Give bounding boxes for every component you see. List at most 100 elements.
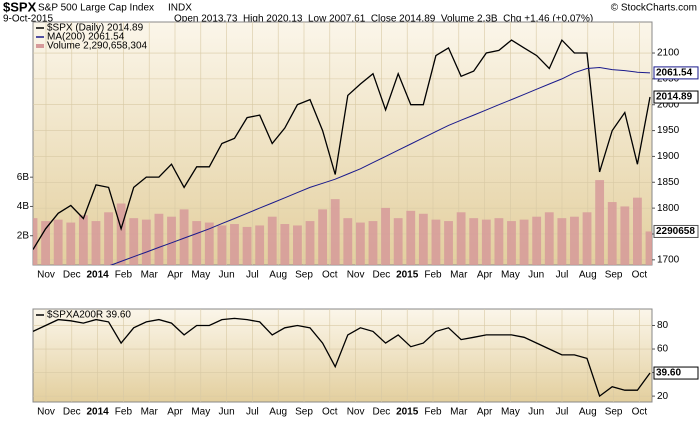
x-tick-label: Jun <box>219 270 235 281</box>
panel <box>32 308 653 403</box>
x-tick-label: Mar <box>450 270 468 281</box>
volume-bar <box>280 224 290 265</box>
x-tick-label: Jun <box>219 407 235 418</box>
y-tick-label: 80 <box>657 320 669 331</box>
volume-bar <box>154 213 164 265</box>
volume-bar <box>192 221 202 265</box>
y2-tick-label: 6B <box>17 172 30 183</box>
x-tick-label: Jul <box>556 270 569 281</box>
volume-bar <box>116 203 126 265</box>
exchange: INDX <box>168 3 192 14</box>
x-tick-label: May <box>191 407 210 418</box>
x-tick-label: May <box>191 270 210 281</box>
x-tick-label: Oct <box>322 407 338 418</box>
legend-label: MA(200) 2061.54 <box>47 32 125 43</box>
x-tick-label: Sep <box>605 270 623 281</box>
x-tick-label: 2014 <box>86 407 109 418</box>
x-tick-label: Nov <box>37 407 55 418</box>
x-tick-label: Apr <box>167 270 183 281</box>
x-tick-label: Jul <box>246 270 259 281</box>
volume-bar <box>91 221 101 265</box>
volume-bar <box>230 224 239 265</box>
volume-bar <box>645 231 652 265</box>
volume-bar <box>507 221 516 265</box>
quote: Open 2013.73 High 2020.13 Low 2007.61 Cl… <box>174 14 593 25</box>
x-tick-label: Aug <box>579 407 597 418</box>
volume-bar <box>33 218 38 265</box>
volume-bar <box>129 218 139 265</box>
volume-bar <box>343 218 353 265</box>
y2-tick-label: 2B <box>17 230 30 241</box>
price-tag: 39.60 <box>653 366 699 380</box>
volume-bar <box>167 216 176 265</box>
tag-label: 2290658 <box>656 226 695 237</box>
x-tick-label: Feb <box>115 270 133 281</box>
volume-bar <box>431 219 441 265</box>
y-tick-label: 1700 <box>657 254 680 265</box>
x-tick-label: Nov <box>347 407 365 418</box>
x-tick-label: Jun <box>528 407 544 418</box>
volume-bar <box>78 215 88 265</box>
plot <box>33 317 651 398</box>
volume-bar <box>418 213 428 265</box>
y-tick-label: 2100 <box>657 48 680 59</box>
y-tick-label: 1950 <box>657 125 680 136</box>
x-tick-label: Oct <box>632 270 648 281</box>
credit: © StockCharts.com <box>611 3 697 14</box>
volume-bar <box>66 222 76 265</box>
volume-bar <box>406 210 416 265</box>
volume-bar <box>595 180 605 265</box>
tag-label: 2061.54 <box>656 68 693 79</box>
series-line <box>33 317 651 398</box>
volume-bar <box>444 221 453 265</box>
x-tick-label: May <box>501 407 520 418</box>
x-tick-label: Dec <box>63 407 81 418</box>
x-tick-label: Sep <box>295 407 313 418</box>
x-tick-label: Apr <box>167 407 183 418</box>
x-tick-label: Feb <box>115 407 133 418</box>
legend-label: $SPX (Daily) 2014.89 <box>47 23 144 34</box>
volume-bar <box>355 222 365 265</box>
volume-bar <box>104 212 113 265</box>
x-tick-label: Mar <box>450 407 468 418</box>
price-tag: 2061.54 <box>653 66 699 80</box>
tag-label: 39.60 <box>656 368 681 379</box>
series-line <box>109 66 651 265</box>
x-tick-label: Aug <box>269 270 287 281</box>
volume-bar <box>293 225 302 265</box>
date: 9-Oct-2015 <box>3 14 53 25</box>
series-line <box>33 38 651 250</box>
y-tick-label: 1900 <box>657 151 680 162</box>
volume-bar <box>570 216 579 265</box>
volume-bar <box>557 218 567 265</box>
x-tick-label: 2015 <box>396 270 419 281</box>
volume-bar <box>368 221 378 265</box>
volume-bar <box>41 221 50 265</box>
symbol: $SPX <box>3 0 37 14</box>
y-tick-label: 2000 <box>657 99 680 110</box>
volume-bar <box>318 209 328 265</box>
x-tick-label: Oct <box>632 407 648 418</box>
x-tick-label: Sep <box>605 407 623 418</box>
x-tick-label: Dec <box>373 270 391 281</box>
x-tick-label: Aug <box>579 270 597 281</box>
x-tick-label: Sep <box>295 270 313 281</box>
volume-bar <box>620 206 630 265</box>
volume-bar <box>469 218 479 265</box>
volume-bar <box>456 212 466 265</box>
volume-bar <box>532 216 542 265</box>
volume-bar <box>141 219 151 265</box>
x-tick-label: 2014 <box>86 270 109 281</box>
x-tick-label: Aug <box>269 407 287 418</box>
x-tick-label: Nov <box>37 270 55 281</box>
legend-label: $SPXA200R 39.60 <box>47 310 131 321</box>
volume-bar <box>217 225 227 265</box>
plot <box>33 38 652 265</box>
x-tick-label: Jun <box>528 270 544 281</box>
x-tick-label: Dec <box>63 270 81 281</box>
x-tick-label: Jul <box>246 407 259 418</box>
price-tag: 2290658 <box>653 224 699 238</box>
x-tick-label: Mar <box>141 270 159 281</box>
index-name: S&P 500 Large Cap Index <box>38 3 154 14</box>
